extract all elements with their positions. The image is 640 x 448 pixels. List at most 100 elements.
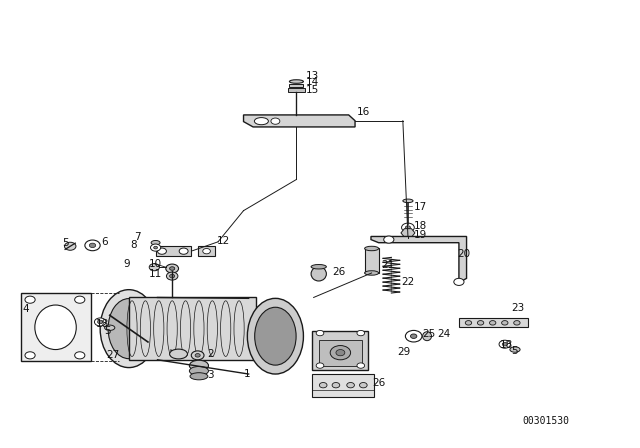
Bar (459, 319, 528, 327)
Text: 15: 15 (306, 85, 319, 95)
Circle shape (157, 248, 166, 254)
Circle shape (316, 363, 324, 368)
Text: 26: 26 (372, 379, 385, 388)
Bar (129, 297, 256, 360)
Text: 16: 16 (357, 107, 370, 117)
Ellipse shape (35, 305, 76, 349)
Circle shape (191, 351, 204, 360)
Polygon shape (371, 237, 467, 283)
Circle shape (316, 331, 324, 336)
Bar (20, 293, 91, 361)
Circle shape (502, 342, 508, 346)
Text: 10: 10 (149, 259, 163, 269)
Circle shape (405, 331, 422, 342)
Circle shape (405, 226, 410, 229)
Circle shape (499, 340, 511, 348)
Ellipse shape (108, 298, 150, 359)
Text: 11: 11 (149, 269, 163, 279)
Ellipse shape (311, 267, 326, 281)
Polygon shape (244, 115, 355, 127)
Ellipse shape (189, 360, 209, 371)
Ellipse shape (190, 373, 208, 380)
Circle shape (477, 321, 484, 325)
Circle shape (170, 274, 175, 278)
Text: 5: 5 (63, 238, 69, 248)
Text: 24: 24 (437, 329, 451, 340)
Text: 4: 4 (22, 305, 29, 314)
Text: 17: 17 (414, 202, 428, 212)
Ellipse shape (255, 307, 296, 365)
Ellipse shape (510, 347, 520, 352)
Ellipse shape (289, 80, 303, 83)
Ellipse shape (365, 246, 379, 251)
Text: 14: 14 (306, 78, 319, 87)
Text: 27: 27 (106, 350, 120, 360)
Text: 9: 9 (124, 259, 131, 269)
Circle shape (203, 249, 211, 254)
Text: 6: 6 (100, 237, 108, 247)
Ellipse shape (311, 264, 326, 269)
Bar (319, 340, 362, 366)
FancyArrowPatch shape (171, 350, 172, 351)
Ellipse shape (100, 290, 157, 368)
Circle shape (75, 296, 85, 303)
Circle shape (149, 263, 159, 271)
Circle shape (454, 278, 464, 285)
Text: 21: 21 (381, 260, 394, 270)
Circle shape (25, 296, 35, 303)
Circle shape (170, 267, 175, 270)
Bar (365, 249, 379, 273)
Text: 22: 22 (401, 277, 415, 287)
Text: 23: 23 (511, 303, 524, 313)
Bar (312, 331, 369, 370)
Text: 2: 2 (207, 349, 214, 359)
Circle shape (75, 352, 85, 359)
Text: 18: 18 (500, 340, 513, 350)
Circle shape (347, 383, 355, 388)
Circle shape (90, 243, 96, 248)
Circle shape (166, 272, 178, 280)
Circle shape (25, 352, 35, 359)
Text: 25: 25 (422, 329, 435, 340)
Circle shape (336, 349, 345, 356)
Circle shape (465, 321, 472, 325)
Text: 12: 12 (217, 236, 230, 246)
Circle shape (332, 383, 340, 388)
Circle shape (166, 264, 179, 273)
Ellipse shape (422, 332, 431, 340)
Text: 1: 1 (244, 370, 250, 379)
Circle shape (154, 246, 157, 249)
Text: 8: 8 (131, 240, 138, 250)
Text: 3: 3 (207, 370, 214, 380)
Circle shape (98, 320, 102, 324)
Circle shape (401, 223, 414, 232)
Text: 20: 20 (457, 249, 470, 259)
Circle shape (490, 321, 496, 325)
Text: 29: 29 (397, 347, 411, 357)
Text: 00301530: 00301530 (523, 416, 570, 426)
Text: 18: 18 (96, 319, 109, 329)
Text: 26: 26 (333, 267, 346, 277)
Circle shape (95, 318, 106, 326)
Circle shape (85, 240, 100, 251)
Circle shape (384, 236, 394, 243)
Ellipse shape (104, 325, 115, 331)
Circle shape (65, 242, 76, 250)
Circle shape (410, 334, 417, 338)
Ellipse shape (247, 298, 303, 374)
Polygon shape (401, 228, 415, 237)
Circle shape (179, 248, 188, 254)
Circle shape (150, 244, 161, 251)
Ellipse shape (151, 241, 160, 245)
Ellipse shape (403, 199, 413, 202)
Circle shape (514, 321, 520, 325)
Circle shape (502, 321, 508, 325)
Text: 7: 7 (134, 233, 141, 242)
Ellipse shape (254, 117, 268, 125)
FancyBboxPatch shape (156, 246, 191, 256)
Bar (288, 88, 305, 92)
Text: 19: 19 (414, 230, 428, 240)
Circle shape (357, 363, 365, 368)
Bar (312, 374, 374, 397)
Ellipse shape (365, 271, 379, 275)
